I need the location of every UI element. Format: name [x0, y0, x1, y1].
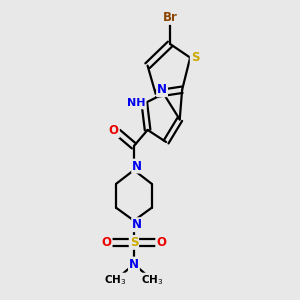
Text: N: N: [132, 218, 142, 231]
Text: O: O: [109, 124, 119, 137]
Text: S: S: [191, 51, 199, 64]
Text: N: N: [132, 160, 142, 172]
Text: N: N: [157, 83, 167, 96]
Text: CH$_3$: CH$_3$: [141, 273, 164, 287]
Text: O: O: [102, 236, 112, 249]
Text: CH$_3$: CH$_3$: [104, 273, 127, 287]
Text: O: O: [156, 236, 166, 249]
Text: Br: Br: [163, 11, 178, 24]
Text: NH: NH: [127, 98, 146, 108]
Text: S: S: [130, 236, 138, 249]
Text: N: N: [129, 258, 139, 271]
